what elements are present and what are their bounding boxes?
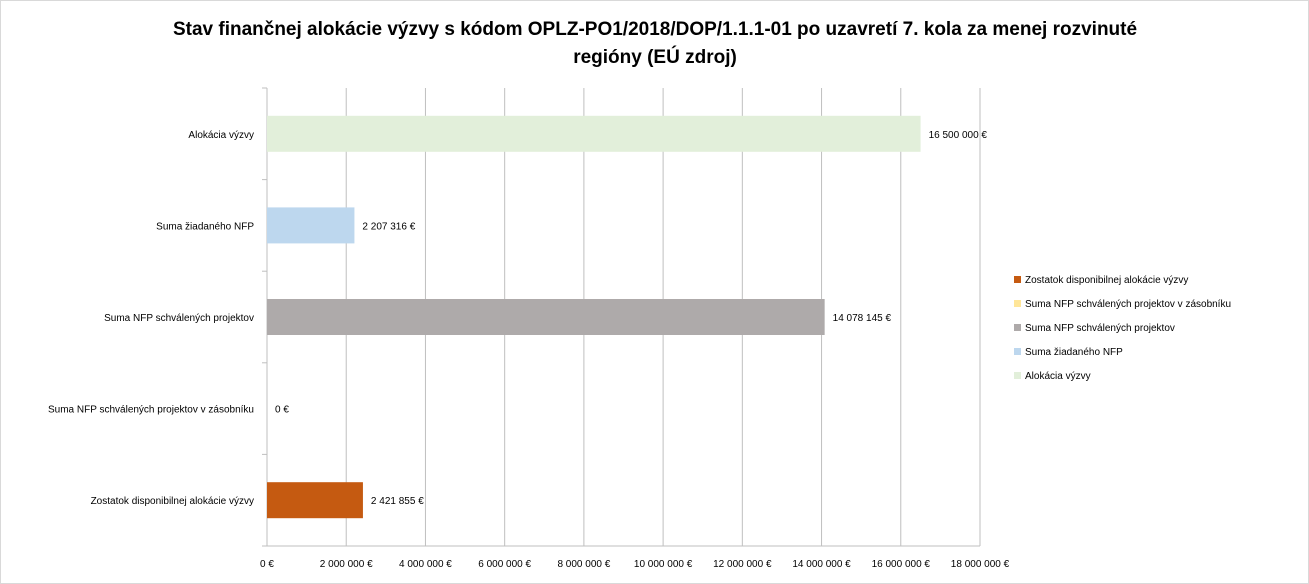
- data-label: 14 078 145 €: [833, 313, 892, 324]
- x-tick-label: 4 000 000 €: [399, 559, 452, 570]
- legend-label: Suma NFP schválených projektov: [1025, 323, 1175, 334]
- legend-swatch: [1014, 276, 1021, 283]
- bar-0: [267, 115, 921, 152]
- category-label: Suma žiadaného NFP: [156, 221, 254, 232]
- x-tick-label: 2 000 000 €: [320, 559, 373, 570]
- legend-swatch: [1014, 348, 1021, 355]
- data-label: 16 500 000 €: [929, 130, 988, 141]
- category-label: Suma NFP schválených projektov v zásobní…: [48, 405, 254, 416]
- legend-label: Zostatok disponibilnej alokácie výzvy: [1025, 275, 1188, 286]
- x-tick-label: 10 000 000 €: [634, 559, 693, 570]
- data-label: 2 421 855 €: [371, 496, 424, 507]
- legend-swatch: [1014, 372, 1021, 379]
- legend-swatch: [1014, 300, 1021, 307]
- data-label: 2 207 316 €: [362, 221, 415, 232]
- chart-title: Stav finančnej alokácie výzvy s kódom OP…: [172, 19, 1138, 68]
- x-tick-label: 6 000 000 €: [478, 559, 531, 570]
- x-tick-label: 18 000 000 €: [951, 559, 1010, 570]
- x-tick-label: 12 000 000 €: [713, 559, 772, 570]
- data-label: 0 €: [275, 405, 289, 416]
- category-label: Suma NFP schválených projektov: [104, 313, 254, 324]
- category-label: Zostatok disponibilnej alokácie výzvy: [91, 496, 254, 507]
- category-label: Alokácia výzvy: [188, 130, 254, 141]
- x-tick-label: 14 000 000 €: [792, 559, 851, 570]
- legend-label: Alokácia výzvy: [1025, 371, 1091, 382]
- legend-label: Suma žiadaného NFP: [1025, 347, 1123, 358]
- x-tick-label: 8 000 000 €: [557, 559, 610, 570]
- legend-label: Suma NFP schválených projektov v zásobní…: [1025, 299, 1231, 310]
- bar-1: [267, 207, 355, 244]
- bar-4: [267, 482, 363, 519]
- legend-swatch: [1014, 324, 1021, 331]
- x-tick-label: 0 €: [260, 559, 274, 570]
- x-tick-label: 16 000 000 €: [872, 559, 931, 570]
- bar-2: [267, 299, 825, 335]
